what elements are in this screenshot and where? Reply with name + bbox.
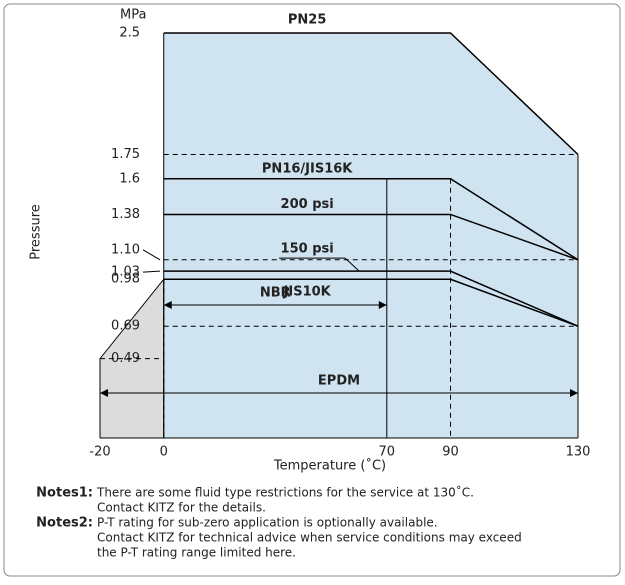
- y-tick-label: 0.98: [111, 272, 140, 287]
- series-line: [163, 178, 579, 261]
- note-text: the P-T rating range limited here.: [97, 546, 296, 560]
- y-tick-label: 2.5: [119, 26, 140, 41]
- note-text: P-T rating for sub-zero application is o…: [97, 516, 438, 530]
- series-line: [163, 278, 579, 327]
- series-label: 150 psi: [281, 242, 334, 257]
- series-label: 200 psi: [281, 197, 334, 212]
- x-tick-label: 90: [442, 445, 459, 460]
- series-label: JIS10K: [283, 285, 332, 300]
- y-tick-label: 1.6: [119, 171, 140, 186]
- note-text: Contact KITZ for technical advice when s…: [97, 531, 522, 545]
- x-tick-label: 0: [160, 445, 168, 460]
- y-tick-label: 1.75: [111, 147, 140, 162]
- y-tick-label: 1.38: [111, 207, 140, 222]
- tick-leader: [142, 249, 161, 261]
- arrow-head: [570, 389, 578, 397]
- series-line: [163, 213, 579, 261]
- x-tick-label: 70: [379, 445, 396, 460]
- series-line: [163, 32, 579, 156]
- arrow-head: [100, 389, 108, 397]
- arrow-head: [163, 301, 172, 309]
- series-label: PN16/JIS16K: [262, 161, 353, 176]
- y-label: Pressure: [29, 204, 44, 260]
- x-tick-label: 130: [566, 445, 591, 460]
- arrow-head: [378, 301, 387, 309]
- x-tick-label: -20: [89, 445, 110, 460]
- y-unit: MPa: [120, 8, 146, 23]
- note-label: Notes1:: [36, 486, 93, 501]
- series-line: [163, 270, 579, 327]
- note-text: There are some fluid type restrictions f…: [96, 485, 474, 500]
- y-tick-label: 1.03: [111, 265, 140, 280]
- label-leader: [344, 257, 360, 272]
- frame: [3, 3, 621, 577]
- range-label: NBR: [260, 286, 291, 301]
- note-label: Notes2:: [36, 516, 93, 531]
- series-label: PN25: [288, 13, 327, 28]
- tick-leader: [142, 270, 161, 273]
- x-label: Temperature (˚C): [273, 458, 386, 474]
- envelope: [163, 33, 578, 438]
- y-tick-label: 0.49: [111, 351, 140, 366]
- y-tick-label: 0.69: [111, 319, 140, 334]
- range-label: EPDM: [318, 374, 360, 389]
- y-tick-label: 1.10: [111, 242, 140, 257]
- note-text: Contact KITZ for the details.: [97, 501, 266, 515]
